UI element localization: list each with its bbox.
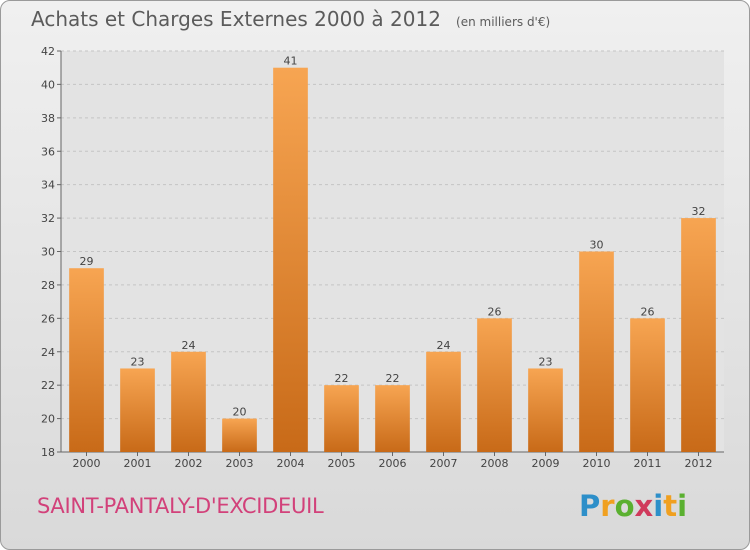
y-tick-label: 30 xyxy=(41,246,55,259)
x-tick-label: 2011 xyxy=(634,457,662,470)
y-tick-label: 42 xyxy=(41,45,55,58)
bar xyxy=(273,67,308,452)
proxiti-logo: Proxiti xyxy=(579,489,687,523)
chart-title: Achats et Charges Externes 2000 à 2012 xyxy=(31,7,441,31)
x-tick-label: 2012 xyxy=(685,457,713,470)
x-tick-label: 2000 xyxy=(73,457,101,470)
x-tick-label: 2001 xyxy=(124,457,152,470)
commune-name: SAINT-PANTALY-D'EXCIDEUIL xyxy=(37,494,324,518)
bar xyxy=(120,368,155,452)
x-tick-label: 2009 xyxy=(532,457,560,470)
x-tick-label: 2010 xyxy=(583,457,611,470)
y-tick-label: 40 xyxy=(41,78,55,91)
bar xyxy=(630,318,665,452)
bar xyxy=(375,385,410,452)
x-tick-label: 2005 xyxy=(328,457,356,470)
bar-value-label: 23 xyxy=(131,355,145,368)
y-tick-label: 34 xyxy=(41,179,55,192)
y-tick-label: 26 xyxy=(41,312,55,325)
x-tick-label: 2007 xyxy=(430,457,458,470)
bar xyxy=(426,351,461,452)
logo-letter: x xyxy=(634,489,654,523)
bar xyxy=(171,351,206,452)
x-tick-label: 2003 xyxy=(226,457,254,470)
logo-letter: o xyxy=(614,489,635,523)
y-tick-label: 28 xyxy=(41,279,55,292)
bar-value-label: 26 xyxy=(488,305,502,318)
logo-letter: P xyxy=(579,489,601,523)
logo-letter: i xyxy=(653,489,664,523)
bar-value-label: 22 xyxy=(335,372,349,385)
y-tick-label: 22 xyxy=(41,379,55,392)
title-row: Achats et Charges Externes 2000 à 2012 (… xyxy=(31,7,550,31)
bar-value-label: 24 xyxy=(437,339,451,352)
logo-letter: r xyxy=(600,489,615,523)
x-tick-label: 2004 xyxy=(277,457,305,470)
bar-value-label: 29 xyxy=(80,255,94,268)
y-tick-label: 38 xyxy=(41,112,55,125)
bar-value-label: 41 xyxy=(284,55,298,68)
bar-value-label: 23 xyxy=(539,355,553,368)
bar-value-label: 24 xyxy=(182,339,196,352)
y-tick-label: 32 xyxy=(41,212,55,225)
bar xyxy=(528,368,563,452)
bar xyxy=(579,251,614,452)
bar xyxy=(324,385,359,452)
bar xyxy=(69,268,104,452)
logo-letter: t xyxy=(663,489,678,523)
y-tick-label: 20 xyxy=(41,413,55,426)
chart-unit: (en milliers d'€) xyxy=(456,15,551,29)
bar-value-label: 26 xyxy=(641,305,655,318)
y-tick-label: 18 xyxy=(41,446,55,459)
bar xyxy=(222,418,257,452)
x-tick-label: 2002 xyxy=(175,457,203,470)
bar xyxy=(681,218,716,452)
x-tick-label: 2006 xyxy=(379,457,407,470)
x-tick-label: 2008 xyxy=(481,457,509,470)
bar-value-label: 32 xyxy=(692,205,706,218)
logo-letter: i xyxy=(677,489,688,523)
bar-value-label: 22 xyxy=(386,372,400,385)
bar xyxy=(477,318,512,452)
bar-value-label: 20 xyxy=(233,406,247,419)
y-tick-label: 24 xyxy=(41,346,55,359)
y-tick-label: 36 xyxy=(41,145,55,158)
bar-value-label: 30 xyxy=(590,239,604,252)
